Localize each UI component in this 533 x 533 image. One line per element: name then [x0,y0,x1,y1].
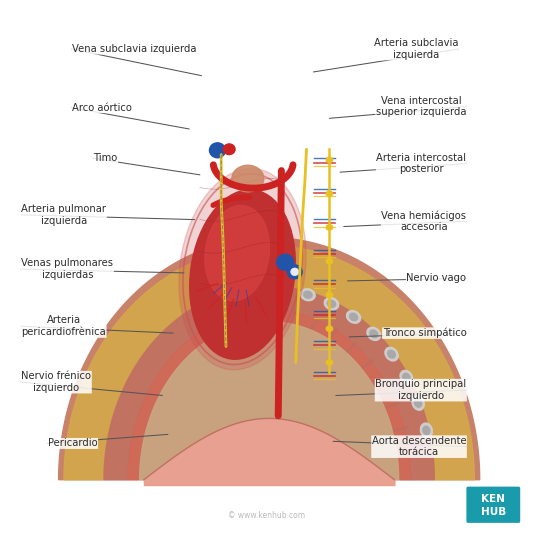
Ellipse shape [179,168,306,370]
Polygon shape [104,286,434,480]
Text: Vena hemiácigos
accesoria: Vena hemiácigos accesoria [382,210,466,232]
Polygon shape [59,238,480,480]
FancyBboxPatch shape [466,487,520,523]
Text: © www.kenhub.com: © www.kenhub.com [228,512,305,520]
Ellipse shape [326,157,333,163]
Text: Pericardio: Pericardio [48,439,98,448]
Ellipse shape [223,144,235,155]
Text: Nervio vago: Nervio vago [406,273,466,283]
Text: Arteria
pericardiofrènica: Arteria pericardiofrènica [21,315,106,337]
Ellipse shape [326,292,333,297]
Ellipse shape [287,265,302,279]
Ellipse shape [385,348,398,361]
Ellipse shape [209,143,225,158]
Text: Vena subclavia izquierda: Vena subclavia izquierda [72,44,197,54]
Ellipse shape [324,297,338,310]
Ellipse shape [304,291,312,298]
Ellipse shape [326,360,333,365]
Ellipse shape [291,269,298,275]
Ellipse shape [423,426,430,434]
Text: Arteria pulmonar
izquierda: Arteria pulmonar izquierda [21,204,106,225]
Text: Tronco simpático: Tronco simpático [383,328,466,338]
Text: Arteria subclavia
izquierda: Arteria subclavia izquierda [374,38,458,60]
Polygon shape [140,322,399,480]
Text: KEN: KEN [481,494,505,504]
Ellipse shape [415,399,422,407]
Ellipse shape [346,311,361,323]
Ellipse shape [327,300,336,308]
Ellipse shape [279,287,288,294]
Ellipse shape [370,330,378,337]
Text: Vena intercostal
superior izquierda: Vena intercostal superior izquierda [376,96,466,117]
Ellipse shape [326,191,333,196]
Text: Venas pulmonares
izquierdas: Venas pulmonares izquierdas [21,259,114,280]
Ellipse shape [326,225,333,230]
Ellipse shape [326,326,333,332]
Ellipse shape [412,396,424,410]
Ellipse shape [400,370,413,384]
Ellipse shape [387,350,395,358]
Ellipse shape [301,289,315,301]
Polygon shape [64,246,474,480]
Text: Bronquio principal
izquierdo: Bronquio principal izquierdo [375,379,466,401]
Ellipse shape [276,284,291,296]
Polygon shape [128,310,410,480]
Ellipse shape [403,373,410,382]
Ellipse shape [232,165,264,192]
Ellipse shape [350,313,358,321]
Ellipse shape [205,205,270,301]
Text: Aorta descendente
torácica: Aorta descendente torácica [372,436,466,457]
Ellipse shape [190,190,295,359]
Ellipse shape [277,254,294,270]
Ellipse shape [367,327,381,341]
Text: Arteria intercostal
posterior: Arteria intercostal posterior [376,153,466,174]
Text: Arco aórtico: Arco aórtico [72,103,132,112]
Text: Nervio frénico
izquierdo: Nervio frénico izquierdo [21,372,91,393]
Ellipse shape [326,259,333,264]
Ellipse shape [421,423,432,438]
Text: HUB: HUB [481,507,506,517]
Text: Timo: Timo [93,154,117,163]
